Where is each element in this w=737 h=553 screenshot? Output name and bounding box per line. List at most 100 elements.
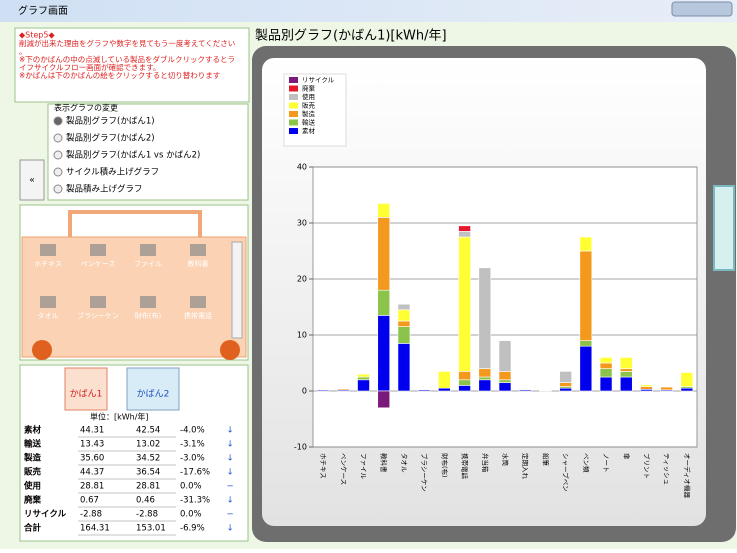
table-cell: ↓: [226, 496, 233, 506]
bag1-button[interactable]: [64, 367, 108, 411]
bar-segment: [498, 382, 512, 392]
item-label[interactable]: ペンケース: [81, 260, 116, 268]
bar-segment: [680, 387, 694, 392]
bar-segment: [357, 373, 370, 378]
item-label[interactable]: ファイル: [134, 260, 162, 268]
x-tick-label: ノート: [602, 453, 610, 473]
item-icon[interactable]: [190, 296, 206, 308]
item-label[interactable]: ホチキス: [34, 260, 62, 268]
bar-segment: [438, 371, 451, 389]
bar-segment: [357, 376, 370, 381]
bar-segment: [438, 387, 451, 392]
bar-segment: [397, 309, 411, 322]
x-tick-label: 弁当箱: [481, 453, 490, 473]
table-cell: -2.88: [80, 510, 102, 520]
legend-label: リサイクル: [302, 76, 335, 84]
window-title: グラフ画面: [18, 4, 68, 17]
radio[interactable]: [53, 116, 63, 126]
radio[interactable]: [53, 133, 63, 143]
radio-label[interactable]: 製品別グラフ(かばん2): [66, 133, 155, 144]
item-label[interactable]: タオル: [38, 311, 59, 320]
side-tab[interactable]: [713, 185, 735, 271]
item-label[interactable]: 教科書: [188, 259, 209, 268]
table-cell: -31.3%: [180, 496, 210, 506]
item-icon[interactable]: [140, 244, 156, 256]
collapse-button[interactable]: [19, 159, 45, 201]
step-text: 。: [19, 47, 27, 56]
plot-area: [312, 166, 698, 448]
graph-select-box: [47, 103, 249, 201]
table-cell: 13.43: [80, 440, 104, 450]
radio[interactable]: [53, 167, 63, 177]
item-label[interactable]: 携帯電話: [184, 311, 212, 320]
bar-segment: [478, 376, 492, 381]
radio[interactable]: [53, 150, 63, 160]
item-icon[interactable]: [140, 296, 156, 308]
window-controls[interactable]: [671, 1, 733, 17]
radio[interactable]: [53, 184, 63, 194]
bar-segment: [660, 386, 673, 391]
table-cell: 0.46: [136, 496, 155, 506]
bar-segment: [680, 372, 694, 387]
table-cell: 素材: [24, 425, 42, 436]
step-heading: ◆Step5◆: [19, 31, 55, 40]
bar-segment: [458, 231, 471, 238]
table-cell: 使用: [23, 481, 41, 492]
item-icon[interactable]: [90, 296, 106, 308]
legend-label: 輸送: [302, 118, 316, 127]
legend-label: 廃棄: [302, 84, 316, 93]
table-cell: 44.31: [80, 426, 104, 436]
radio-label[interactable]: サイクル積み上げグラフ: [66, 167, 159, 178]
item-label[interactable]: ブラシーケン: [77, 311, 119, 320]
table-cell: 0.67: [80, 496, 99, 506]
table-cell: 合計: [23, 523, 42, 534]
bag2-label[interactable]: かばん2: [137, 389, 170, 400]
bar-segment: [357, 379, 370, 392]
legend-label: 素材: [302, 126, 316, 135]
x-tick-label: ブラシーケン: [420, 453, 429, 492]
x-tick-label: ホチキス: [319, 453, 327, 479]
y-tick-label: 0: [302, 387, 307, 396]
step-text: 削減が出来た理由をグラフや数字を見てもう一度考えてください: [19, 38, 235, 48]
legend-label: 製造: [302, 109, 316, 118]
radio-label[interactable]: 製品積み上げグラフ: [66, 184, 143, 195]
table-cell: -3.1%: [180, 440, 205, 450]
radio-label[interactable]: 製品別グラフ(かばん1 vs かばん2): [66, 150, 200, 161]
x-tick-label: プリント: [642, 453, 650, 479]
bar-segment: [518, 389, 532, 392]
y-tick-label: 10: [297, 331, 307, 340]
bar-segment: [377, 203, 391, 218]
item-icon[interactable]: [190, 244, 206, 256]
bag-wheel: [220, 340, 240, 360]
bar-segment: [599, 376, 613, 392]
legend-swatch: [289, 102, 298, 109]
legend-swatch: [289, 119, 298, 126]
bar-segment: [377, 289, 391, 316]
bar-segment: [619, 368, 633, 372]
bar-segment: [559, 387, 572, 392]
bag1-label[interactable]: かばん1: [70, 389, 103, 400]
scrollbar[interactable]: [231, 241, 243, 339]
item-icon[interactable]: [40, 244, 56, 256]
y-tick-label: 20: [297, 275, 307, 284]
radio-label[interactable]: 製品別グラフ(かばん1): [66, 116, 155, 127]
bar-segment: [458, 379, 471, 386]
y-tick-label: 30: [297, 219, 307, 228]
chart-title: 製品別グラフ(かばん1)[kWh/年]: [255, 29, 447, 44]
table-cell: 輸送: [24, 439, 42, 450]
bar-segment: [377, 315, 391, 392]
item-icon[interactable]: [90, 244, 106, 256]
legend-swatch: [289, 94, 298, 100]
bag2-button[interactable]: [126, 367, 180, 411]
table-cell: 0.0%: [180, 482, 202, 492]
bar-segment: [579, 340, 593, 347]
collapse-button-label[interactable]: «: [29, 176, 35, 186]
bar-segment: [377, 390, 391, 409]
item-icon[interactable]: [40, 296, 56, 308]
step-box: [14, 27, 250, 103]
item-label[interactable]: 財布(布): [135, 311, 162, 320]
bar-segment: [417, 389, 431, 392]
table-cell: -3.0%: [180, 454, 205, 464]
table-cell: -4.0%: [180, 426, 205, 436]
